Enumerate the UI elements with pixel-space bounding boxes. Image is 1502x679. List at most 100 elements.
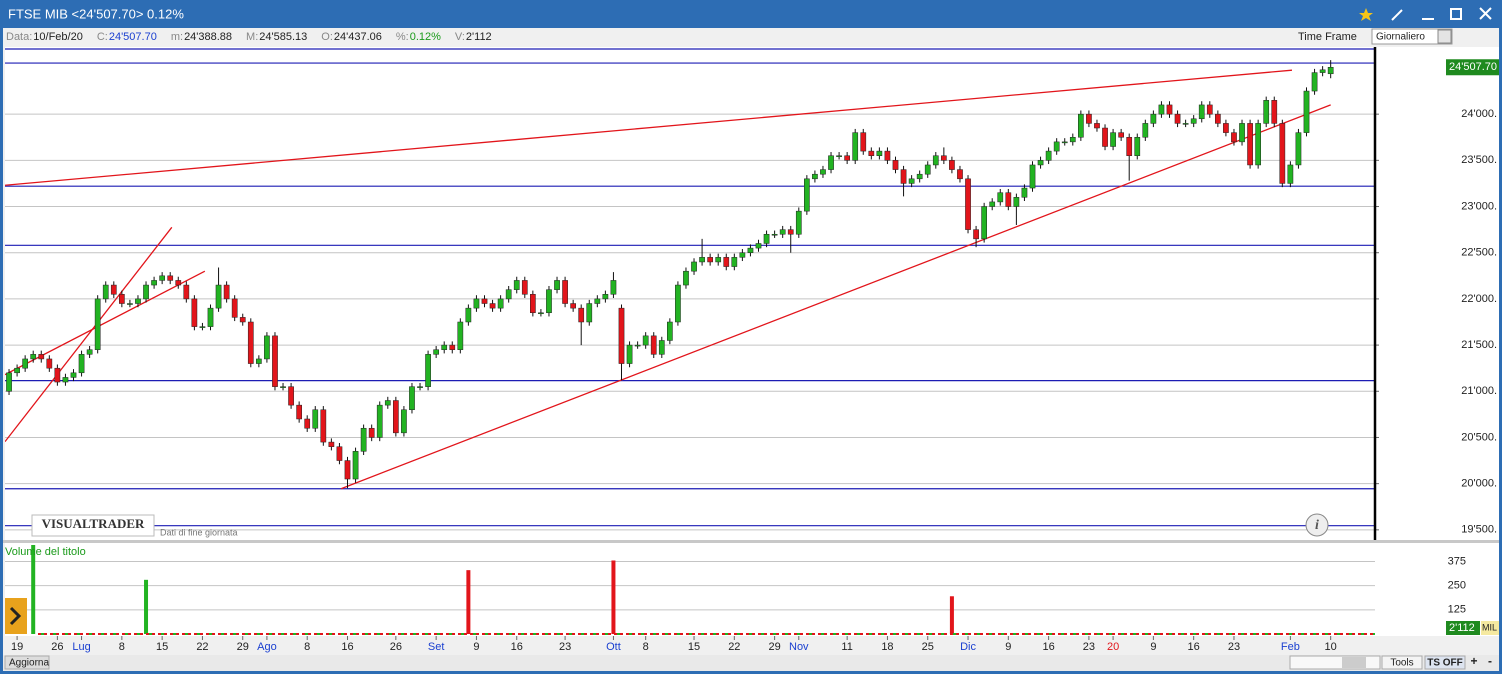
candle-body bbox=[804, 178, 810, 212]
zoom-in[interactable]: + bbox=[1470, 654, 1477, 668]
candle-body bbox=[1029, 164, 1036, 189]
info-button[interactable] bbox=[1305, 513, 1329, 537]
x-tick-label: 8 bbox=[643, 641, 649, 653]
last-price-label: 24'507.70 bbox=[1449, 61, 1497, 73]
side-toggle[interactable] bbox=[5, 598, 27, 634]
x-tick-label: Feb bbox=[1281, 641, 1300, 653]
candle-body bbox=[675, 284, 681, 323]
candle-body bbox=[795, 210, 802, 235]
restore-button[interactable] bbox=[1450, 8, 1462, 20]
x-tick-label: 15 bbox=[688, 641, 700, 653]
info-value: 24'585.13 bbox=[259, 31, 307, 43]
candle-body bbox=[473, 298, 480, 309]
candle-body bbox=[86, 349, 93, 355]
volume-unit: MIL bbox=[1482, 622, 1497, 632]
close-button[interactable] bbox=[1479, 7, 1492, 20]
candle-body bbox=[1279, 123, 1286, 184]
candle-body bbox=[908, 178, 915, 184]
candle-body bbox=[618, 307, 625, 364]
candle-body bbox=[513, 280, 520, 290]
candle-body bbox=[578, 307, 585, 323]
x-tick-label: 9 bbox=[473, 641, 479, 653]
tools-button[interactable] bbox=[1381, 655, 1423, 670]
scroll-thumb[interactable] bbox=[1342, 657, 1366, 668]
candle-body bbox=[634, 344, 641, 347]
info-value: 10/Feb/20 bbox=[33, 31, 83, 43]
candle-body bbox=[449, 344, 456, 350]
x-tick-label: 16 bbox=[511, 641, 523, 653]
candle-body bbox=[1231, 132, 1237, 143]
volume-bar bbox=[466, 570, 471, 634]
candle-body bbox=[30, 354, 37, 360]
candle-body bbox=[231, 298, 238, 318]
price-series bbox=[5, 48, 1375, 527]
candle-body bbox=[352, 451, 359, 480]
info-label: %: bbox=[396, 31, 409, 43]
candle-body bbox=[957, 169, 963, 180]
volume-bar bbox=[949, 596, 954, 634]
candle-body bbox=[723, 257, 730, 267]
candle-body bbox=[376, 404, 383, 438]
candle-body bbox=[1295, 132, 1302, 166]
candle-body bbox=[288, 386, 294, 406]
dropdown-button[interactable] bbox=[1437, 29, 1452, 44]
zoom-out[interactable]: - bbox=[1488, 654, 1492, 668]
candle-body bbox=[247, 321, 254, 364]
volume-tag bbox=[1446, 621, 1480, 635]
candle-body bbox=[1142, 123, 1149, 138]
candle-body bbox=[900, 169, 907, 184]
candle-body bbox=[763, 233, 770, 244]
candle-body bbox=[1263, 100, 1270, 124]
tools-icon[interactable] bbox=[1391, 9, 1403, 21]
candle-body bbox=[538, 312, 544, 315]
update-button[interactable] bbox=[4, 655, 50, 670]
title-bar-icons[interactable] bbox=[1359, 7, 1492, 21]
volume-series bbox=[31, 545, 954, 634]
candle-body bbox=[119, 294, 125, 304]
volume-bar bbox=[611, 560, 616, 634]
x-tick-label: Dic bbox=[960, 641, 976, 653]
favorite-icon[interactable] bbox=[1359, 8, 1373, 21]
candle-body bbox=[393, 400, 399, 434]
info-value: 24'507.70 bbox=[109, 31, 157, 43]
candle-body bbox=[151, 280, 157, 286]
candle-body bbox=[465, 307, 472, 323]
y-tick-label: 22'500. bbox=[1461, 247, 1497, 259]
candle-body bbox=[844, 155, 850, 161]
window-title: FTSE MIB <24'507.70> 0.12% bbox=[8, 6, 184, 21]
time-frame-value: Giornaliero bbox=[1376, 32, 1425, 43]
x-tick-label: 29 bbox=[237, 641, 249, 653]
candle-body bbox=[1327, 67, 1334, 75]
update-label[interactable]: Aggiorna bbox=[9, 658, 49, 669]
candle-body bbox=[38, 354, 45, 360]
candle-body bbox=[941, 155, 947, 161]
candle-body bbox=[320, 409, 327, 443]
candle-body bbox=[497, 298, 504, 309]
info-label: V: bbox=[455, 31, 465, 43]
x-tick-label: 8 bbox=[304, 641, 310, 653]
candle-body bbox=[1311, 72, 1318, 92]
ts-button[interactable] bbox=[1424, 655, 1466, 670]
candle-body bbox=[1166, 104, 1173, 115]
candle-body bbox=[932, 155, 939, 166]
x-tick-label: 26 bbox=[51, 641, 63, 653]
tools-label[interactable]: Tools bbox=[1390, 658, 1413, 669]
y-tick-label: 20'500. bbox=[1461, 431, 1497, 443]
candle-body bbox=[1303, 90, 1310, 133]
candle-body bbox=[433, 349, 439, 355]
candle-body bbox=[868, 150, 875, 156]
time-frame-select[interactable] bbox=[1371, 28, 1453, 45]
candle-body bbox=[239, 317, 246, 323]
trend-line bbox=[5, 69, 1293, 186]
candle-body bbox=[699, 257, 705, 263]
candle-body bbox=[1078, 113, 1084, 138]
candle-body bbox=[207, 307, 214, 327]
x-tick-label: Set bbox=[428, 641, 445, 653]
y-tick-label: 23'500. bbox=[1461, 154, 1497, 166]
volume-last-label: 2'112 bbox=[1449, 622, 1475, 634]
status-bar bbox=[3, 655, 1499, 671]
x-tick-label: 10 bbox=[1325, 641, 1337, 653]
info-icon[interactable]: i bbox=[1315, 518, 1319, 533]
ts-label[interactable]: TS OFF bbox=[1427, 658, 1463, 669]
scrollbar[interactable] bbox=[1289, 655, 1381, 670]
